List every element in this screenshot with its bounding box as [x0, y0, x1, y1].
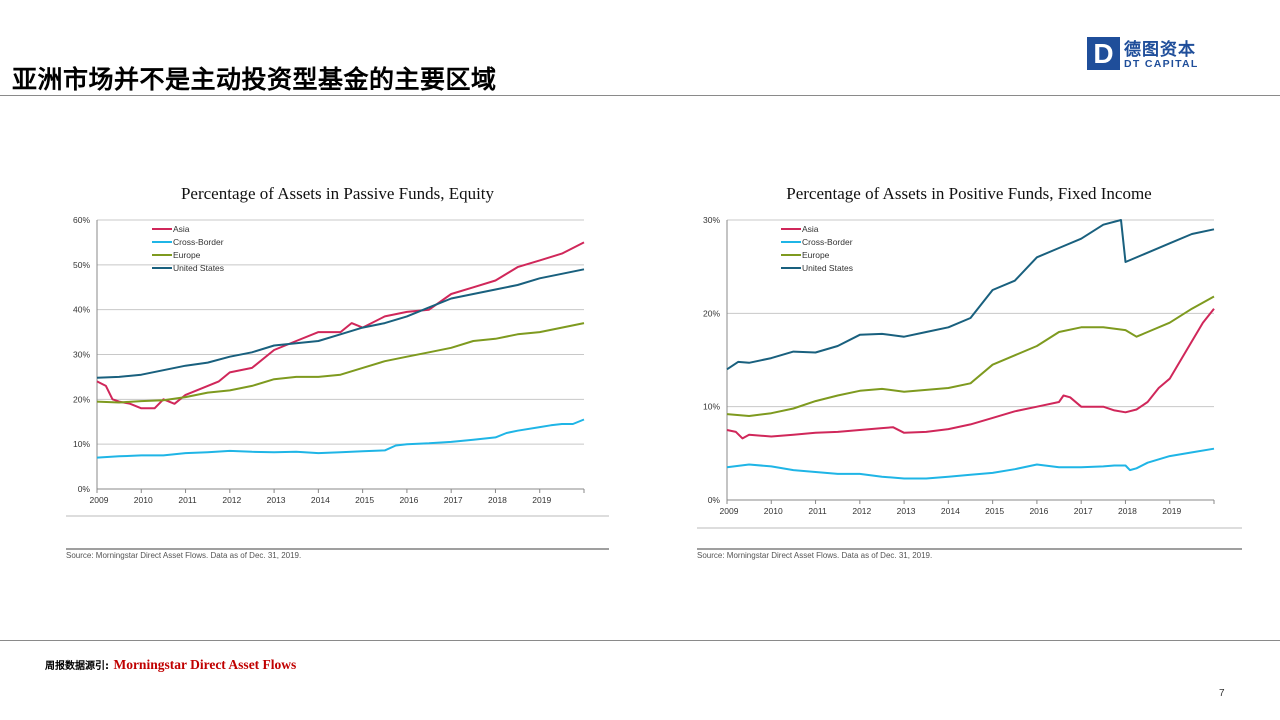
x-tick-label: 2019 [532, 495, 551, 505]
y-tick-label: 10% [703, 402, 720, 412]
x-tick-label: 2017 [444, 495, 463, 505]
page-number: 7 [1219, 688, 1225, 699]
chart-title: Percentage of Assets in Passive Funds, E… [180, 184, 495, 203]
x-tick-label: 2009 [720, 506, 739, 516]
legend-label: Europe [802, 250, 830, 260]
x-tick-label: 2016 [399, 495, 418, 505]
x-tick-label: 2016 [1029, 506, 1048, 516]
x-tick-label: 2010 [764, 506, 783, 516]
x-tick-label: 2018 [1118, 506, 1137, 516]
x-tick-label: 2019 [1162, 506, 1181, 516]
x-tick-label: 2010 [134, 495, 153, 505]
x-tick-label: 2018 [488, 495, 507, 505]
x-tick-label: 2012 [222, 495, 241, 505]
legend-label: Asia [802, 224, 819, 234]
footnote-source: Morningstar Direct Asset Flows [113, 657, 297, 672]
y-tick-label: 20% [703, 308, 720, 318]
series-line-asia [726, 308, 1215, 440]
series-line-asia [96, 241, 585, 410]
series-line-united-states [96, 268, 585, 379]
series-line-united-states [726, 219, 1215, 371]
legend-label: Cross-Border [173, 237, 224, 247]
footnote: 周报数据源引: Morningstar Direct Asset Flows [45, 656, 296, 674]
x-tick-label: 2011 [808, 506, 827, 516]
series-line-cross-border [96, 418, 585, 459]
x-tick-label: 2015 [985, 506, 1004, 516]
chart-source: Source: Morningstar Direct Asset Flows. … [697, 551, 933, 560]
x-tick-label: 2013 [897, 506, 916, 516]
footer-divider [0, 640, 1280, 641]
legend-label: United States [173, 263, 224, 273]
x-tick-label: 2012 [852, 506, 871, 516]
x-tick-label: 2017 [1074, 506, 1093, 516]
y-tick-label: 20% [73, 394, 90, 404]
legend-label: United States [802, 263, 853, 273]
slide-title: 亚洲市场并不是主动投资型基金的主要区域 [12, 65, 497, 94]
chart-title: Percentage of Assets in Positive Funds, … [786, 184, 1152, 203]
y-tick-label: 10% [73, 439, 90, 449]
header-divider [0, 95, 1280, 96]
legend-label: Europe [173, 250, 201, 260]
company-logo: D 德图资本 DT CAPITAL [1087, 37, 1217, 73]
y-tick-label: 60% [73, 215, 90, 225]
x-tick-label: 2009 [90, 495, 109, 505]
legend-label: Asia [173, 224, 190, 234]
footnote-label: 周报数据源引: [45, 661, 109, 672]
x-tick-label: 2013 [267, 495, 286, 505]
y-tick-label: 30% [73, 350, 90, 360]
y-tick-label: 0% [708, 495, 721, 505]
y-tick-label: 0% [78, 484, 91, 494]
fixed-income-chart: 0% 10% 20% 30% 2009 2010 2011 2012 2013 2014 2015 2… [697, 215, 1242, 550]
series-line-europe [726, 295, 1215, 417]
x-tick-label: 2014 [311, 495, 330, 505]
chart-source: Source: Morningstar Direct Asset Flows. … [66, 551, 302, 560]
logo-chinese-name: 德图资本 [1124, 40, 1196, 60]
x-tick-label: 2014 [941, 506, 960, 516]
y-tick-label: 30% [703, 215, 720, 225]
legend-label: Cross-Border [802, 237, 853, 247]
x-tick-label: 2011 [178, 495, 197, 505]
series-line-cross-border [726, 447, 1215, 480]
equity-passive-chart: 0% 10% 20% 30% 40% 50% 60% 2009 2010 2011 2012 2013… [66, 215, 609, 550]
x-tick-label: 2015 [355, 495, 374, 505]
logo-mark: D [1087, 37, 1120, 70]
y-tick-label: 40% [73, 305, 90, 315]
y-tick-label: 50% [73, 260, 90, 270]
logo-english-name: DT CAPITAL [1124, 58, 1199, 70]
series-line-europe [96, 322, 585, 404]
